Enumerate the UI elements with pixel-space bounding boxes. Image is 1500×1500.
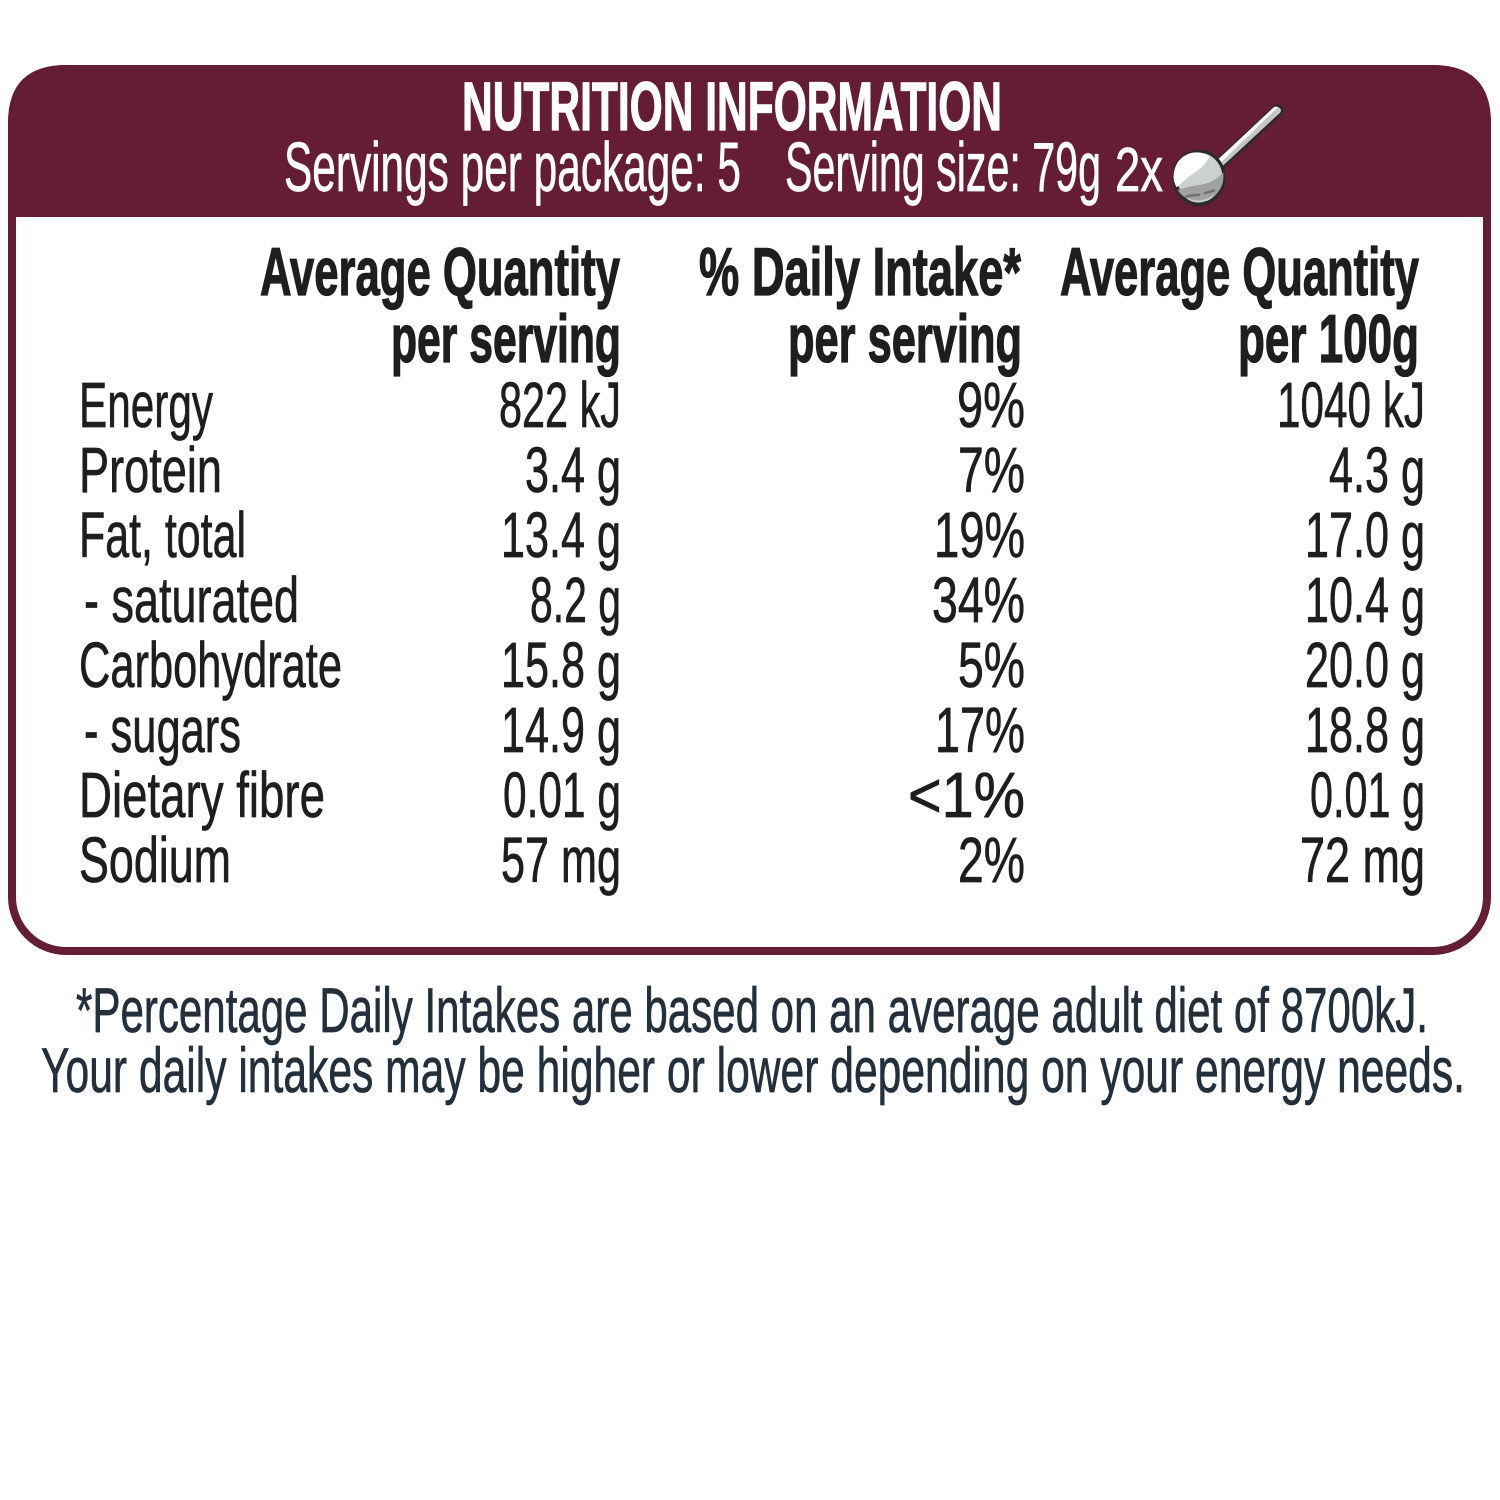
svg-text:per serving: per serving	[788, 302, 1022, 377]
svg-text:Servings per package: 5: Servings per package: 5	[284, 128, 741, 206]
svg-text:Dietary fibre: Dietary fibre	[79, 759, 325, 831]
svg-text:1040 kJ: 1040 kJ	[1277, 369, 1425, 441]
svg-text:2%: 2%	[958, 824, 1025, 896]
svg-text:7%: 7%	[958, 434, 1025, 506]
svg-text:Protein: Protein	[79, 434, 222, 506]
svg-text:% Daily Intake*: % Daily Intake*	[699, 235, 1021, 310]
svg-text:*Percentage Daily Intakes are: *Percentage Daily Intakes are based on a…	[76, 976, 1428, 1046]
svg-text:8.2 g: 8.2 g	[530, 564, 621, 636]
svg-text:3.4 g: 3.4 g	[525, 434, 621, 506]
svg-text:Energy: Energy	[79, 369, 213, 441]
svg-text:72 mg: 72 mg	[1300, 824, 1425, 896]
svg-text:Average Quantity: Average Quantity	[1060, 235, 1419, 310]
svg-text:0.01 g: 0.01 g	[1310, 759, 1425, 831]
svg-text:per 100g: per 100g	[1238, 302, 1419, 377]
svg-text:NUTRITION INFORMATION: NUTRITION INFORMATION	[462, 69, 1002, 145]
svg-text:822 kJ: 822 kJ	[499, 369, 621, 441]
svg-text:15.8 g: 15.8 g	[501, 629, 621, 701]
svg-text:10.4 g: 10.4 g	[1305, 564, 1425, 636]
svg-text:- saturated: - saturated	[84, 564, 299, 636]
svg-text:17.0 g: 17.0 g	[1305, 499, 1425, 571]
svg-text:Average Quantity: Average Quantity	[260, 235, 620, 310]
svg-text:34%: 34%	[932, 564, 1025, 636]
svg-text:13.4 g: 13.4 g	[501, 499, 621, 571]
svg-text:Your daily intakes may be high: Your daily intakes may be higher or lowe…	[41, 1036, 1465, 1106]
svg-text:Carbohydrate: Carbohydrate	[79, 629, 342, 701]
svg-text:Fat, total: Fat, total	[79, 499, 246, 571]
svg-text:5%: 5%	[958, 629, 1025, 701]
svg-text:2x: 2x	[1115, 136, 1163, 205]
svg-text:57 mg: 57 mg	[501, 824, 621, 896]
svg-text:14.9 g: 14.9 g	[501, 694, 621, 766]
svg-text:19%: 19%	[934, 499, 1025, 571]
svg-text:Serving size: 79g: Serving size: 79g	[785, 128, 1101, 206]
svg-text:20.0 g: 20.0 g	[1305, 629, 1425, 701]
svg-text:4.3 g: 4.3 g	[1329, 434, 1425, 506]
svg-text:18.8 g: 18.8 g	[1305, 694, 1425, 766]
svg-text:per serving: per serving	[391, 302, 621, 377]
svg-text:0.01 g: 0.01 g	[503, 759, 621, 831]
svg-text:<1%: <1%	[908, 759, 1025, 831]
svg-text:- sugars: - sugars	[84, 694, 241, 766]
svg-text:17%: 17%	[935, 694, 1025, 766]
svg-text:Sodium: Sodium	[79, 824, 231, 896]
svg-text:9%: 9%	[957, 369, 1025, 441]
